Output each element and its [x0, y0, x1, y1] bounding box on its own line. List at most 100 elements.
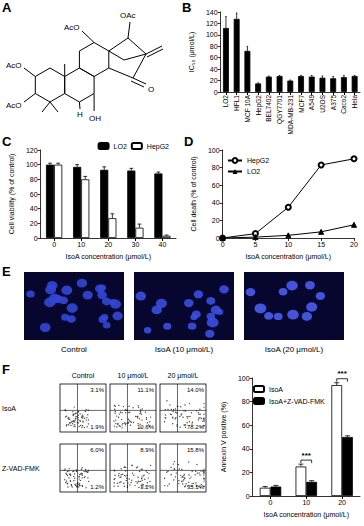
svg-text:O: O — [148, 85, 154, 94]
svg-text:40: 40 — [30, 205, 38, 212]
svg-text:AcO: AcO — [6, 61, 22, 70]
svg-text:BEL7402: BEL7402 — [265, 95, 272, 122]
svg-text:IsoA: IsoA — [2, 405, 16, 412]
svg-text:IsoA: IsoA — [269, 386, 283, 393]
svg-text:40: 40 — [212, 199, 220, 206]
svg-text:60: 60 — [30, 191, 38, 198]
svg-text:MCF7: MCF7 — [298, 95, 305, 113]
svg-text:Caco2: Caco2 — [340, 95, 347, 114]
svg-text:IsoA concentration (μmol/L): IsoA concentration (μmol/L) — [66, 253, 151, 261]
svg-text:0: 0 — [34, 235, 38, 242]
svg-text:6.0%: 6.0% — [90, 447, 104, 453]
svg-text:10 μmol/L: 10 μmol/L — [118, 372, 149, 380]
svg-text:MDA-MB-231: MDA-MB-231 — [287, 95, 294, 135]
svg-text:Z-VAD-FMK: Z-VAD-FMK — [2, 465, 40, 472]
svg-text:20: 20 — [210, 77, 218, 84]
svg-text:3.1%: 3.1% — [90, 387, 104, 393]
svg-text:15: 15 — [317, 241, 325, 248]
svg-text:100: 100 — [208, 147, 220, 154]
svg-text:20: 20 — [212, 217, 220, 224]
svg-text:80: 80 — [30, 176, 38, 183]
svg-text:LO2: LO2 — [222, 95, 229, 108]
svg-text:40: 40 — [242, 445, 250, 452]
svg-text:20: 20 — [242, 469, 250, 476]
svg-text:HFL1: HFL1 — [233, 95, 240, 111]
svg-text:30: 30 — [131, 241, 139, 248]
svg-text:IC₅₀ (μmol/L): IC₅₀ (μmol/L) — [188, 32, 196, 72]
svg-text:0: 0 — [214, 89, 218, 96]
svg-text:H: H — [77, 110, 83, 119]
svg-text:Cell viability (% of control): Cell viability (% of control) — [8, 154, 16, 235]
svg-text:***: *** — [302, 451, 312, 460]
svg-text:QGY7701: QGY7701 — [276, 95, 284, 124]
svg-text:1.9%: 1.9% — [90, 424, 104, 430]
svg-text:AcO: AcO — [6, 101, 22, 110]
svg-text:LO2: LO2 — [114, 143, 127, 150]
html-text:E: E — [2, 264, 11, 279]
svg-text:35.1%: 35.1% — [187, 484, 205, 490]
svg-text:80: 80 — [210, 43, 218, 50]
svg-text:5: 5 — [253, 241, 257, 248]
svg-text:20 μmol/L: 20 μmol/L — [168, 372, 199, 380]
svg-text:60: 60 — [210, 54, 218, 61]
svg-text:IsoA (10 μmol/L): IsoA (10 μmol/L) — [155, 345, 214, 354]
svg-text:140: 140 — [206, 9, 218, 16]
svg-text:10: 10 — [284, 241, 292, 248]
svg-text:***: *** — [337, 369, 347, 378]
svg-text:Control: Control — [72, 372, 95, 379]
svg-text:IsoA (20 μmol/L): IsoA (20 μmol/L) — [265, 345, 324, 354]
svg-text:Hela: Hela — [351, 95, 358, 109]
svg-text:Control: Control — [61, 345, 87, 354]
svg-text:10.6%: 10.6% — [137, 424, 155, 430]
svg-text:OAc: OAc — [120, 11, 136, 20]
svg-text:A375: A375 — [330, 95, 337, 111]
svg-text:0: 0 — [52, 241, 56, 248]
svg-text:IsoA+Z-VAD-FMK: IsoA+Z-VAD-FMK — [269, 398, 325, 405]
svg-text:Annexin V positive (%): Annexin V positive (%) — [220, 402, 228, 472]
svg-text:0: 0 — [216, 235, 220, 242]
svg-text:100: 100 — [206, 31, 218, 38]
svg-text:80: 80 — [212, 164, 220, 171]
html-text:D: D — [184, 134, 194, 149]
svg-text:15.8%: 15.8% — [187, 447, 205, 453]
html-text:C: C — [2, 134, 12, 149]
svg-text:IsoA concentration (μmol/L): IsoA concentration (μmol/L) — [264, 511, 349, 519]
svg-text:80: 80 — [242, 398, 250, 405]
svg-text:IsoA concentration (μmol/L): IsoA concentration (μmol/L) — [246, 253, 331, 261]
svg-text:LO2: LO2 — [247, 168, 260, 175]
svg-text:HepG2: HepG2 — [247, 157, 269, 165]
html-text:A: A — [2, 0, 12, 15]
svg-text:0: 0 — [269, 499, 273, 506]
svg-text:100: 100 — [26, 161, 38, 168]
svg-text:U2OS: U2OS — [319, 94, 326, 112]
svg-text:AcO: AcO — [64, 23, 80, 32]
svg-text:MCF 10A: MCF 10A — [244, 94, 251, 122]
svg-text:120: 120 — [26, 147, 38, 154]
svg-text:Cell death (% of control): Cell death (% of control) — [190, 156, 198, 231]
svg-text:10: 10 — [302, 499, 310, 506]
svg-text:100: 100 — [238, 375, 250, 382]
svg-text:78.2%: 78.2% — [187, 424, 205, 430]
svg-text:8.9%: 8.9% — [140, 447, 154, 453]
svg-text:0: 0 — [246, 493, 250, 500]
svg-text:20: 20 — [338, 499, 346, 506]
svg-text:A549: A549 — [308, 95, 315, 111]
svg-text:20: 20 — [104, 241, 112, 248]
svg-text:20: 20 — [350, 241, 358, 248]
svg-text:OH: OH — [89, 114, 101, 123]
svg-text:120: 120 — [206, 20, 218, 27]
svg-text:60: 60 — [212, 182, 220, 189]
svg-text:0: 0 — [221, 241, 225, 248]
svg-text:60: 60 — [242, 422, 250, 429]
html-text:B: B — [182, 0, 192, 15]
svg-text:HepG2: HepG2 — [255, 95, 263, 116]
svg-text:40: 40 — [210, 66, 218, 73]
svg-text:14.0%: 14.0% — [187, 387, 205, 393]
svg-text:1.2%: 1.2% — [90, 484, 104, 490]
svg-text:HepG2: HepG2 — [147, 143, 169, 151]
svg-text:10: 10 — [77, 241, 85, 248]
svg-text:20: 20 — [30, 220, 38, 227]
svg-text:40: 40 — [159, 241, 167, 248]
svg-text:3.2%: 3.2% — [140, 484, 154, 490]
svg-text:11.1%: 11.1% — [137, 387, 154, 393]
